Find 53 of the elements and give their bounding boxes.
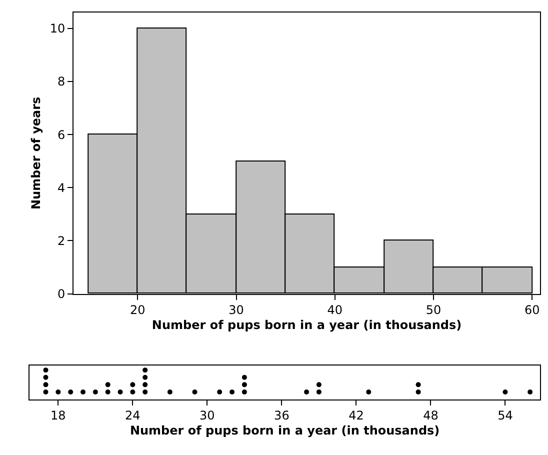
y-tick-label: 10 <box>50 22 66 36</box>
x-tick-label: 24 <box>125 408 140 423</box>
point <box>130 389 136 394</box>
y-axis-title: Number of years <box>29 96 44 210</box>
point <box>192 389 198 394</box>
x-tick-label: 50 <box>426 303 442 318</box>
x-tick-label: 30 <box>228 303 244 318</box>
x-axis-title: Number of pups born in a year (in thousands) <box>152 318 462 332</box>
x-tick-label: 20 <box>130 303 146 318</box>
y-tick-label: 8 <box>58 74 66 89</box>
point <box>118 389 123 394</box>
y-tick-label: 4 <box>58 180 66 195</box>
point <box>92 389 98 394</box>
x-tick-label: 30 <box>200 408 215 423</box>
y-tick-label: 6 <box>58 128 66 142</box>
point <box>80 389 86 394</box>
x-axis-title: Number of pups born in a year (in thousands) <box>130 424 440 438</box>
point <box>142 374 148 380</box>
point <box>142 382 148 388</box>
point <box>528 389 533 394</box>
point <box>105 389 110 394</box>
point <box>43 382 48 388</box>
point <box>502 389 508 394</box>
x-tick-label: 60 <box>524 303 540 318</box>
x-tick-label: 36 <box>274 408 290 423</box>
point <box>416 389 421 394</box>
point <box>304 389 310 394</box>
point <box>316 389 322 394</box>
point <box>43 374 48 380</box>
point <box>56 389 61 394</box>
x-tick-label: 18 <box>50 408 66 423</box>
point <box>167 389 172 394</box>
point <box>105 382 110 388</box>
point <box>230 389 235 394</box>
point <box>242 389 247 394</box>
point <box>142 389 148 394</box>
point <box>43 368 48 373</box>
point <box>142 368 148 373</box>
point <box>242 374 247 380</box>
point <box>217 389 222 394</box>
point <box>43 389 48 394</box>
x-tick-label: 42 <box>348 408 364 423</box>
point <box>366 389 372 394</box>
x-tick-label: 54 <box>498 408 513 423</box>
x-tick-label: 48 <box>423 408 438 423</box>
point <box>130 382 136 388</box>
y-tick-label: 0 <box>58 286 66 301</box>
x-tick-label: 40 <box>327 303 343 318</box>
point <box>316 382 322 388</box>
point <box>242 382 247 388</box>
point <box>416 382 421 388</box>
y-tick-label: 2 <box>58 234 66 248</box>
point <box>68 389 74 394</box>
